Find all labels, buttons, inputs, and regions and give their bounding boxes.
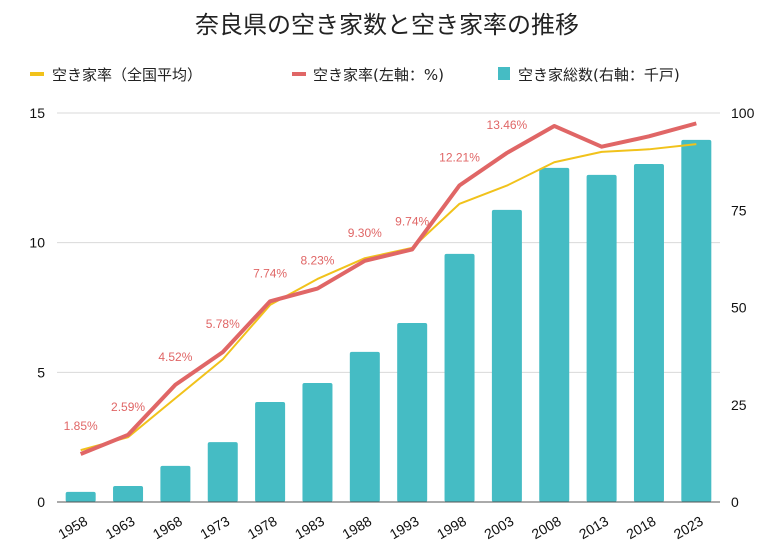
data-label: 2.59% — [111, 400, 145, 414]
x-tick-label: 2008 — [529, 513, 564, 543]
x-tick-label: 1963 — [103, 513, 138, 543]
right-tick-label: 25 — [731, 397, 747, 413]
x-tick-label: 1958 — [55, 513, 90, 543]
bar-1993[interactable] — [397, 323, 428, 502]
bar-1978[interactable] — [255, 402, 286, 502]
legend-swatch-national — [30, 72, 44, 76]
x-tick-label: 1973 — [197, 513, 232, 543]
data-label: 5.78% — [206, 317, 240, 331]
left-tick-label: 15 — [29, 105, 45, 121]
right-tick-label: 50 — [731, 300, 747, 316]
bar-2018[interactable] — [633, 163, 664, 503]
x-tick-label: 2018 — [623, 513, 658, 543]
x-tick-label: 1968 — [150, 513, 185, 543]
right-axis: 0 25 50 75 100 — [731, 105, 755, 510]
data-label: 7.74% — [253, 266, 287, 280]
line-series — [79, 121, 697, 456]
bar-1968[interactable] — [160, 465, 191, 502]
right-tick-label: 0 — [731, 494, 739, 510]
bar-2023[interactable] — [681, 139, 712, 502]
bar-1963[interactable] — [113, 486, 144, 502]
legend-label-total: 空き家総数(右軸：千戸) — [518, 66, 680, 84]
legend-swatch-total — [498, 67, 510, 80]
legend-swatch-rate — [292, 72, 306, 76]
data-label: 9.30% — [348, 226, 382, 240]
legend-item-total[interactable]: 空き家総数(右軸：千戸) — [498, 66, 680, 84]
chart-title: 奈良県の空き家数と空き家率の推移 — [195, 11, 579, 39]
data-label: 4.52% — [158, 350, 192, 364]
data-label: 13.46% — [487, 118, 528, 132]
bar-1958[interactable] — [65, 491, 96, 502]
right-tick-label: 75 — [731, 202, 747, 218]
x-tick-label: 2023 — [671, 513, 706, 543]
x-tick-label: 1978 — [245, 513, 280, 543]
bar-1983[interactable] — [302, 382, 333, 502]
left-tick-label: 10 — [29, 235, 45, 251]
bar-1973[interactable] — [207, 442, 238, 502]
bar-1988[interactable] — [349, 351, 380, 502]
right-tick-label: 100 — [731, 105, 755, 121]
data-labels: 1.85% 2.59% 4.52% 5.78% 7.74% 8.23% 9.30% 9.74%… — [64, 118, 528, 433]
legend-item-national[interactable]: 空き家率（全国平均） — [30, 66, 202, 84]
legend-label-rate: 空き家率(左軸：%) — [313, 66, 444, 84]
line-rate[interactable] — [79, 121, 697, 456]
x-tick-label: 1983 — [292, 513, 327, 543]
x-tick-label: 2003 — [481, 513, 516, 543]
bar-2008[interactable] — [539, 167, 570, 502]
data-label: 8.23% — [300, 254, 334, 268]
gridlines — [57, 112, 720, 373]
x-tick-label: 2013 — [576, 513, 611, 543]
data-label: 9.74% — [395, 214, 429, 228]
legend-item-rate[interactable]: 空き家率(左軸：%) — [292, 66, 444, 84]
bar-1998[interactable] — [444, 253, 475, 502]
data-label: 1.85% — [64, 419, 98, 433]
x-axis: 1958 1963 1968 1973 1978 1983 1988 1993 1998 2003… — [55, 513, 706, 543]
x-tick-label: 1998 — [434, 513, 469, 543]
bar-2003[interactable] — [491, 209, 522, 502]
legend: 空き家率（全国平均） 空き家率(左軸：%) 空き家総数(右軸：千戸) — [30, 66, 680, 84]
bar-series — [65, 139, 712, 503]
legend-label-national: 空き家率（全国平均） — [52, 66, 202, 84]
bar-2013[interactable] — [586, 174, 617, 502]
left-tick-label: 5 — [37, 364, 45, 380]
x-tick-label: 1993 — [387, 513, 422, 543]
line-national[interactable] — [80, 143, 697, 452]
left-tick-label: 0 — [37, 494, 45, 510]
x-tick-label: 1988 — [339, 513, 374, 543]
data-label: 12.21% — [439, 150, 480, 164]
left-axis: 0 5 10 15 — [29, 105, 45, 510]
